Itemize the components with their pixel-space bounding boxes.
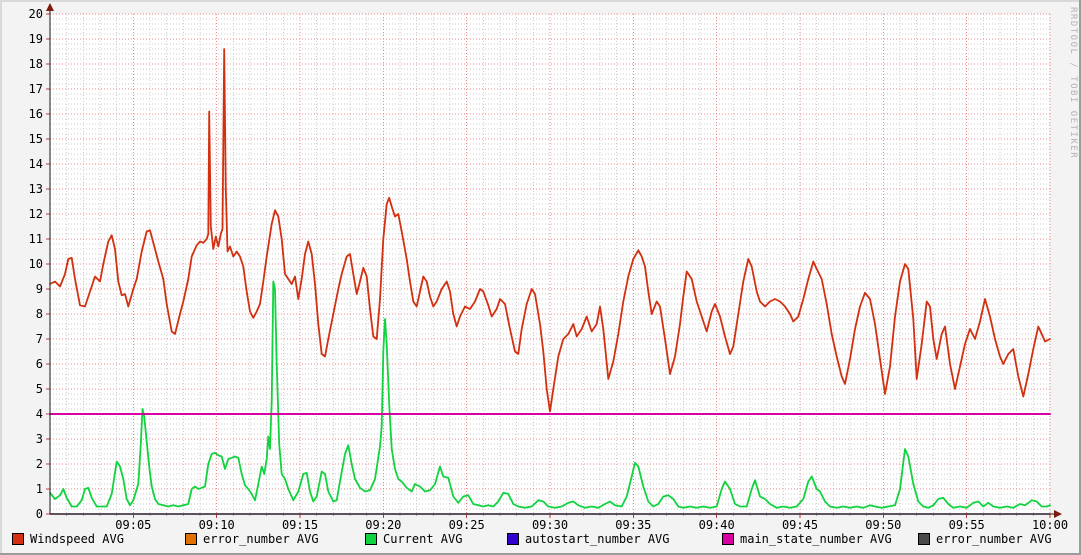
svg-text:13: 13 [29,182,43,196]
x-axis-arrow [1054,510,1062,518]
svg-text:0: 0 [36,507,43,521]
svg-text:09:15: 09:15 [282,518,318,532]
frame-shade-top [0,0,1081,2]
svg-text:09:20: 09:20 [365,518,401,532]
svg-text:09:50: 09:50 [865,518,901,532]
svg-text:20: 20 [29,7,43,21]
svg-text:14: 14 [29,157,43,171]
frame-shade-right [1079,0,1081,555]
series-windspeed-avg [49,48,1051,413]
svg-text:2: 2 [36,457,43,471]
svg-text:17: 17 [29,82,43,96]
svg-text:16: 16 [29,107,43,121]
x-tick-labels: 09:05 09:10 09:15 09:20 09:25 09:30 09:35 09:40… [115,518,1068,532]
svg-text:1: 1 [36,482,43,496]
svg-text:15: 15 [29,132,43,146]
svg-text:12: 12 [29,207,43,221]
svg-text:10: 10 [29,257,43,271]
svg-text:09:40: 09:40 [699,518,735,532]
svg-text:18: 18 [29,57,43,71]
y-axis-arrow [46,3,54,11]
svg-text:9: 9 [36,282,43,296]
svg-text:09:30: 09:30 [532,518,568,532]
svg-text:6: 6 [36,357,43,371]
svg-text:09:05: 09:05 [115,518,151,532]
svg-text:09:45: 09:45 [782,518,818,532]
svg-text:5: 5 [36,382,43,396]
axes [46,3,1062,518]
grid-major [46,13,1051,518]
svg-text:09:35: 09:35 [615,518,651,532]
svg-text:11: 11 [29,232,43,246]
svg-text:09:25: 09:25 [449,518,485,532]
svg-text:19: 19 [29,32,43,46]
svg-text:09:55: 09:55 [949,518,985,532]
svg-text:8: 8 [36,307,43,321]
svg-text:09:10: 09:10 [199,518,235,532]
svg-text:7: 7 [36,332,43,346]
frame-shade-left [0,0,2,555]
rrdtool-watermark: RRDTOOL / TOBI OETIKER [1068,7,1078,160]
frame-shade-bottom [0,553,1081,555]
series-current-avg [49,280,1051,509]
svg-text:4: 4 [36,407,43,421]
svg-text:10:00: 10:00 [1032,518,1068,532]
svg-text:3: 3 [36,432,43,446]
